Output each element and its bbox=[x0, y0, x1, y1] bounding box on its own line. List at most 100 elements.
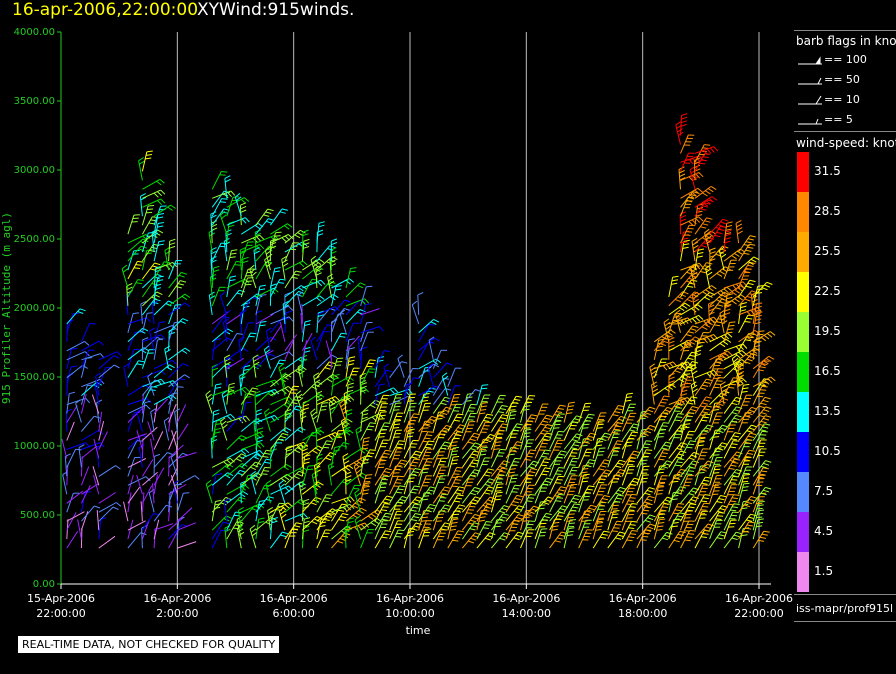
wind-barb-feather bbox=[435, 520, 442, 522]
wind-barb bbox=[66, 449, 76, 468]
wind-barb-feather bbox=[765, 486, 772, 490]
wind-barb-feather bbox=[731, 255, 737, 260]
wind-barb-feather bbox=[643, 509, 650, 512]
wind-barb-feather bbox=[553, 427, 560, 429]
wind-barb-feather bbox=[689, 440, 696, 443]
wind-barb-feather bbox=[721, 388, 728, 393]
wind-barb-feather bbox=[266, 253, 273, 259]
wind-barb-feather bbox=[407, 432, 414, 434]
wind-barb-feather bbox=[467, 441, 474, 444]
wind-barb-feather bbox=[750, 495, 757, 499]
wind-barb bbox=[360, 286, 367, 307]
wind-barb-feather bbox=[717, 304, 724, 307]
wind-barb-feather bbox=[737, 287, 743, 292]
wind-barb-feather bbox=[718, 296, 725, 301]
wind-barb-feather bbox=[336, 361, 343, 363]
wind-barb-feather bbox=[596, 427, 603, 429]
wind-barb-feather bbox=[691, 396, 698, 399]
wind-barb-feather bbox=[167, 206, 173, 211]
wind-barb-feather bbox=[603, 472, 610, 475]
wind-barb-feather bbox=[761, 470, 768, 473]
wind-barb-feather bbox=[721, 442, 728, 445]
wind-barb-feather bbox=[676, 447, 683, 451]
wind-barb-feather bbox=[667, 331, 673, 336]
wind-barb bbox=[592, 484, 602, 504]
wind-barb-feather bbox=[340, 402, 346, 408]
wind-barb-feather bbox=[642, 504, 649, 507]
wind-barb bbox=[360, 368, 370, 387]
wind-barb-feather bbox=[214, 431, 221, 434]
wind-barb-feather bbox=[145, 404, 151, 410]
wind-barb-feather bbox=[367, 371, 374, 373]
wind-barb-feather bbox=[544, 467, 551, 470]
wind-barb-feather bbox=[380, 411, 387, 413]
wind-barb-feather bbox=[312, 262, 319, 268]
wind-barb-feather bbox=[756, 521, 764, 524]
wind-barb-feather bbox=[702, 497, 709, 500]
wind-barb-feather bbox=[731, 300, 737, 305]
wind-barb-feather bbox=[735, 283, 741, 289]
wind-barb-feather bbox=[672, 275, 679, 278]
wind-barb-feather bbox=[525, 509, 532, 512]
wind-barb-feather bbox=[469, 492, 477, 496]
wind-barb-feather bbox=[541, 464, 548, 467]
wind-barb-feather bbox=[642, 433, 649, 437]
wind-barb-feather bbox=[724, 237, 731, 240]
x-tick-label-time: 22:00:00 bbox=[734, 607, 783, 620]
wind-barb-feather bbox=[644, 443, 651, 446]
speed-swatch bbox=[797, 192, 809, 232]
wind-barb-feather bbox=[474, 486, 481, 490]
wind-barb-feather bbox=[260, 294, 267, 296]
wind-barb-feather bbox=[690, 408, 697, 412]
wind-barb-feather bbox=[360, 523, 366, 530]
wind-barb-feather bbox=[214, 338, 222, 341]
wind-barb-feather bbox=[304, 320, 311, 323]
wind-barb-feather bbox=[744, 361, 751, 365]
wind-barb-feather bbox=[743, 530, 750, 533]
wind-barb bbox=[723, 406, 737, 423]
wind-barb bbox=[65, 411, 68, 432]
wind-barb-feather bbox=[385, 530, 392, 533]
wind-barb-feather bbox=[746, 317, 753, 320]
wind-barb-feather bbox=[730, 500, 737, 503]
wind-barb-feather bbox=[585, 438, 593, 441]
wind-barb bbox=[127, 474, 134, 495]
wind-barb-feather bbox=[156, 291, 163, 296]
wind-barb-feather bbox=[686, 271, 693, 275]
wind-barb-feather bbox=[558, 413, 565, 415]
wind-barb bbox=[269, 324, 283, 343]
wind-barb-feather bbox=[662, 398, 669, 401]
wind-barb-feather bbox=[751, 349, 758, 354]
wind-barb-feather bbox=[244, 217, 250, 223]
wind-barb-feather bbox=[285, 412, 292, 416]
wind-barb-feather bbox=[743, 244, 750, 247]
wind-barb-feather bbox=[422, 440, 429, 443]
wind-barb-feather bbox=[249, 524, 256, 530]
wind-barb-feather bbox=[428, 323, 435, 326]
wind-barb-feather bbox=[253, 247, 260, 251]
wind-barb-feather bbox=[646, 440, 653, 442]
speed-swatch bbox=[797, 272, 809, 312]
wind-barb bbox=[66, 421, 75, 441]
wind-barb-feather bbox=[454, 500, 461, 503]
wind-barb-feather bbox=[482, 384, 489, 386]
wind-barb-feather bbox=[438, 500, 445, 502]
wind-barb-feather bbox=[731, 497, 738, 500]
wind-barb-feather bbox=[267, 506, 274, 511]
wind-barb-feather bbox=[288, 316, 294, 322]
wind-barb bbox=[98, 492, 116, 504]
wind-barb bbox=[270, 473, 288, 486]
wind-barb bbox=[505, 396, 517, 414]
wind-barb bbox=[418, 458, 429, 477]
wind-barb-feather bbox=[319, 525, 326, 528]
wind-barb-feather bbox=[703, 528, 710, 532]
wind-barb-feather bbox=[327, 324, 334, 327]
wind-barb-feather bbox=[688, 193, 694, 198]
wind-barb-feather bbox=[136, 408, 142, 413]
wind-barb-feather bbox=[274, 267, 281, 269]
wind-barb-feather bbox=[241, 388, 247, 394]
wind-barb-feather bbox=[256, 443, 262, 449]
wind-barb-feather bbox=[739, 344, 744, 351]
wind-barb-feather bbox=[677, 515, 684, 518]
wind-barb-feather bbox=[530, 449, 537, 452]
